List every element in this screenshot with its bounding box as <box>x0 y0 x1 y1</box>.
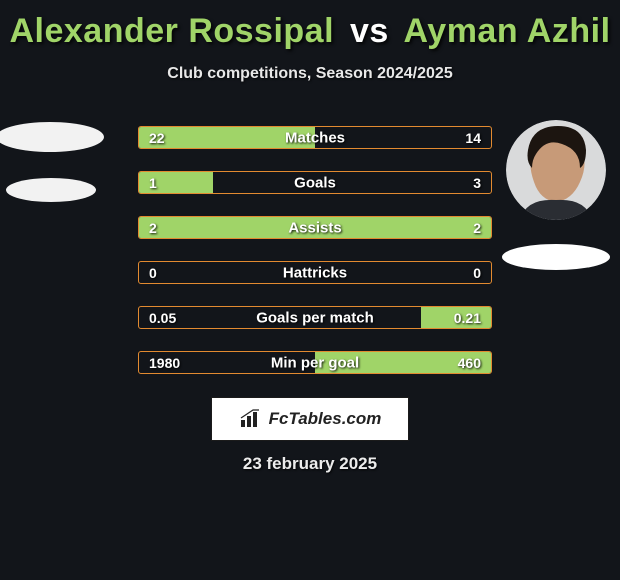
stat-bar: 1980 460 Min per goal <box>138 351 492 374</box>
stat-value-left: 22 <box>149 130 165 146</box>
title-player1: Alexander Rossipal <box>9 12 334 50</box>
stat-value-left: 1 <box>149 175 157 191</box>
chart-icon <box>239 409 263 429</box>
date-label: 23 february 2025 <box>0 454 620 474</box>
brand-text: FcTables.com <box>269 409 382 429</box>
stat-bar: 0 0 Hattricks <box>138 261 492 284</box>
stat-value-right: 460 <box>458 355 481 371</box>
stat-bar: 1 3 Goals <box>138 171 492 194</box>
stat-value-right: 0 <box>473 265 481 281</box>
stat-label: Min per goal <box>271 354 359 371</box>
stat-value-left: 0.05 <box>149 310 176 326</box>
brand-box: FcTables.com <box>211 397 409 441</box>
player2-club-chip <box>502 244 610 270</box>
stat-label: Goals <box>294 174 336 191</box>
stats-container: 2214Matches13Goals22Assists00Hattricks0.… <box>138 126 492 374</box>
stat-value-left: 2 <box>149 220 157 236</box>
person-icon <box>506 120 606 220</box>
stat-value-left: 1980 <box>149 355 180 371</box>
stat-label: Matches <box>285 129 345 146</box>
stat-bar: 0.05 0.21 Goals per match <box>138 306 492 329</box>
stat-label: Hattricks <box>283 264 347 281</box>
player-left-column <box>0 120 100 220</box>
player1-avatar <box>0 120 100 220</box>
stat-value-right: 3 <box>473 175 481 191</box>
subtitle: Club competitions, Season 2024/2025 <box>0 65 620 83</box>
player2-avatar <box>506 120 606 220</box>
stat-value-right: 14 <box>465 130 481 146</box>
stat-label: Assists <box>288 219 341 236</box>
stat-bar: 2 2 Assists <box>138 216 492 239</box>
stat-value-right: 2 <box>473 220 481 236</box>
stat-value-right: 0.21 <box>454 310 481 326</box>
title-player2: Ayman Azhil <box>404 12 611 50</box>
stat-bar: 22 14 Matches <box>138 126 492 149</box>
comparison-title: Alexander Rossipal vs Ayman Azhil <box>0 0 620 51</box>
stat-value-left: 0 <box>149 265 157 281</box>
title-vs: vs <box>350 12 389 50</box>
player1-avatar-shape <box>0 122 104 152</box>
stat-label: Goals per match <box>256 309 374 326</box>
player-right-column <box>502 120 610 270</box>
player1-club-shape <box>6 178 96 202</box>
